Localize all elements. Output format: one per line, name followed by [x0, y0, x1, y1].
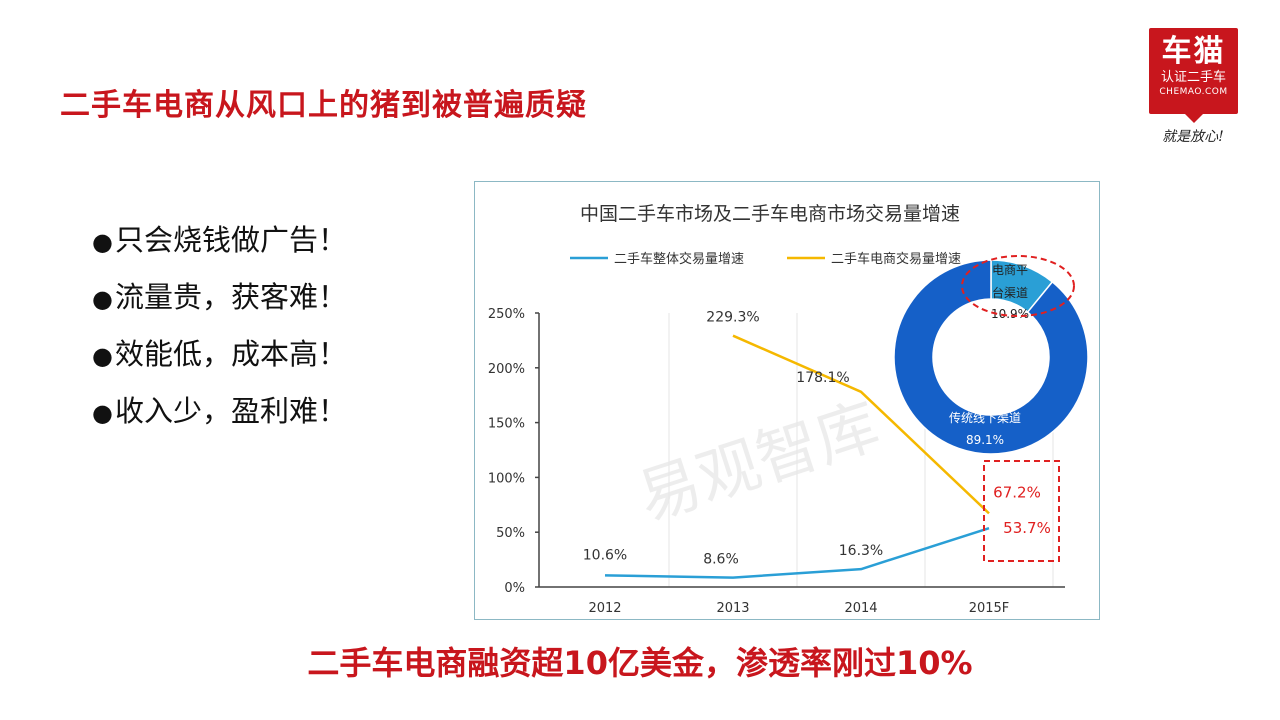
- chart-legend: 二手车整体交易量增速 二手车电商交易量增速: [570, 251, 961, 267]
- chemao-logo: 车猫 认证二手车 CHEMAO.COM: [1149, 28, 1238, 114]
- bullet-list: ●只会烧钱做广告！ ●流量贵，获客难！ ●效能低，成本高！ ●收入少，盈利难！: [92, 218, 347, 446]
- y-tick-label: 0%: [504, 581, 525, 596]
- chart-axes: 0% 50% 100% 150% 200% 250% 2012 2013 2014 2015F: [488, 307, 1065, 616]
- donut-slice-2: [893, 259, 1089, 455]
- chart-panel: 易观智库 中国二手车市场及二手车电商市场交易量增速 二手车整体交易量增速 二手车电…: [474, 181, 1100, 620]
- data-label-1: 53.7%: [1003, 519, 1051, 537]
- bullet-item: ●流量贵，获客难！: [92, 275, 347, 332]
- bullet-item: ●收入少，盈利难！: [92, 389, 347, 446]
- bullet-dot: ●: [92, 228, 113, 256]
- donut-label-line1: 电商平: [992, 262, 1028, 277]
- y-tick-label: 100%: [488, 471, 525, 486]
- legend-label-1: 二手车整体交易量增速: [614, 251, 744, 267]
- data-label-1: 8.6%: [703, 552, 739, 568]
- donut-value-label: 89.1%: [966, 433, 1004, 447]
- logo-pointer-shape: [1185, 114, 1203, 123]
- x-tick-label: 2013: [716, 601, 749, 616]
- bullet-text: 流量贵，获客难！: [114, 280, 347, 314]
- slide-footer: 二手车电商融资超10亿美金，渗透率刚过10%: [307, 644, 973, 682]
- data-label-1: 10.6%: [583, 547, 627, 563]
- chart-title: 中国二手车市场及二手车电商市场交易量增速: [580, 203, 960, 225]
- logo-subtitle: 认证二手车: [1160, 70, 1226, 85]
- highlight-ellipse: [961, 255, 1075, 317]
- data-label-2: 229.3%: [706, 310, 759, 326]
- y-tick-label: 50%: [496, 526, 525, 541]
- series-line-2: [732, 334, 990, 515]
- donut-label-line2: 台渠道: [992, 285, 1028, 300]
- x-tick-label: 2014: [844, 601, 877, 616]
- bullet-text: 效能低，成本高！: [114, 337, 347, 371]
- bullet-item: ●只会烧钱做广告！: [92, 218, 347, 275]
- bullet-dot: ●: [92, 285, 113, 313]
- chart-watermark: 易观智库: [629, 389, 887, 535]
- data-label-1: 16.3%: [839, 543, 883, 559]
- logo-slogan: 就是放心!: [1162, 129, 1224, 145]
- y-tick-label: 150%: [488, 417, 525, 432]
- donut-label: 传统线下渠道: [949, 410, 1021, 425]
- x-tick-label: 2015F: [969, 601, 1010, 616]
- chart-highlights: [961, 255, 1075, 562]
- bullet-dot: ●: [92, 342, 113, 370]
- logo-brand: 车猫: [1161, 34, 1226, 69]
- chart-series: 10.6% 8.6% 16.3% 53.7% 229.3% 178.1% 67.2%: [583, 310, 1051, 579]
- series-line-1: [604, 526, 990, 579]
- data-label-2: 67.2%: [993, 483, 1041, 501]
- bullet-item: ●效能低，成本高！: [92, 332, 347, 389]
- logo-domain: CHEMAO.COM: [1159, 87, 1228, 97]
- highlight-box: [983, 460, 1060, 562]
- bullet-text: 收入少，盈利难！: [114, 394, 347, 428]
- bullet-dot: ●: [92, 399, 113, 427]
- y-tick-label: 200%: [488, 362, 525, 377]
- data-label-2: 178.1%: [796, 370, 849, 386]
- slide-title: 二手车电商从风口上的猪到被普遍质疑: [60, 88, 587, 123]
- legend-label-2: 二手车电商交易量增速: [831, 251, 961, 267]
- x-tick-label: 2012: [588, 601, 621, 616]
- growth-chart: 易观智库 中国二手车市场及二手车电商市场交易量增速 二手车整体交易量增速 二手车电…: [488, 203, 1089, 616]
- donut-value-label: 10.9%: [991, 307, 1029, 321]
- y-tick-label: 250%: [488, 307, 525, 322]
- bullet-text: 只会烧钱做广告！: [114, 223, 347, 257]
